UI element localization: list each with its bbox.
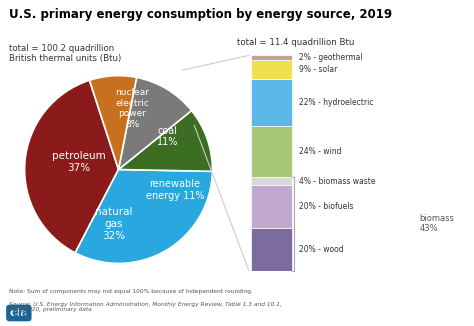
Text: total = 100.2 quadrillion
British thermal units (Btu): total = 100.2 quadrillion British therma… bbox=[9, 44, 122, 64]
Text: biomass
43%: biomass 43% bbox=[419, 214, 455, 233]
Text: nuclear
electric
power
8%: nuclear electric power 8% bbox=[116, 88, 150, 128]
Wedge shape bbox=[118, 111, 212, 171]
Bar bbox=[251, 185, 292, 228]
Text: petroleum
37%: petroleum 37% bbox=[52, 151, 106, 173]
Text: Note: Sum of components may not equal 100% because of independent rounding.: Note: Sum of components may not equal 10… bbox=[9, 289, 253, 293]
Wedge shape bbox=[75, 170, 212, 263]
Bar bbox=[251, 228, 292, 271]
Text: 22% - hydroelectric: 22% - hydroelectric bbox=[299, 98, 373, 107]
Bar bbox=[251, 60, 292, 79]
Wedge shape bbox=[25, 80, 118, 253]
Bar bbox=[251, 79, 292, 126]
Text: 20% - biofuels: 20% - biofuels bbox=[299, 202, 353, 211]
Text: renewable
energy 11%: renewable energy 11% bbox=[146, 179, 204, 201]
Text: Source: U.S. Energy Information Administration, Monthly Energy Review, Table 1.3: Source: U.S. Energy Information Administ… bbox=[9, 302, 283, 312]
Text: total = 11.4 quadrillion Btu: total = 11.4 quadrillion Btu bbox=[237, 38, 355, 48]
Bar bbox=[251, 55, 292, 60]
Text: U.S. primary energy consumption by energy source, 2019: U.S. primary energy consumption by energ… bbox=[9, 8, 392, 21]
Text: 24% - wind: 24% - wind bbox=[299, 147, 341, 156]
Text: 2% - geothermal: 2% - geothermal bbox=[299, 53, 362, 62]
Text: 20% - wood: 20% - wood bbox=[299, 245, 343, 254]
Bar bbox=[251, 126, 292, 177]
Text: coal
11%: coal 11% bbox=[156, 126, 178, 147]
Text: eia: eia bbox=[12, 308, 30, 318]
Bar bbox=[251, 177, 292, 185]
Wedge shape bbox=[90, 76, 137, 170]
Text: eia: eia bbox=[9, 308, 28, 318]
Text: natural
gas
32%: natural gas 32% bbox=[95, 207, 133, 241]
Wedge shape bbox=[118, 77, 191, 170]
Text: 9% - solar: 9% - solar bbox=[299, 65, 337, 74]
Text: 4% - biomass waste: 4% - biomass waste bbox=[299, 177, 375, 185]
